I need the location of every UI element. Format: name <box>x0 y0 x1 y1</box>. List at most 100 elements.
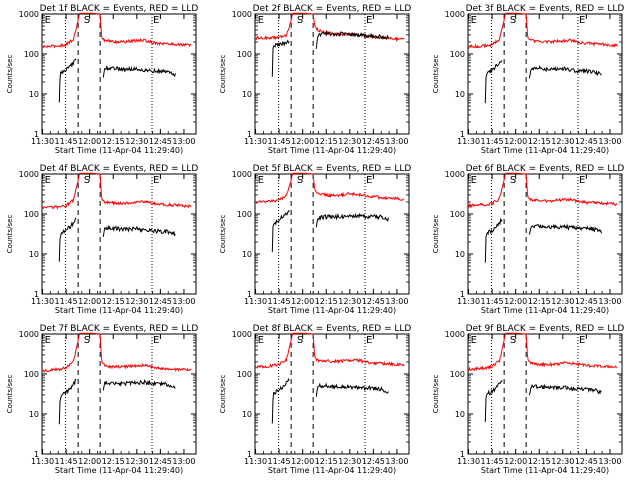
events-series-line <box>271 39 290 77</box>
y-tick-label: 1000 <box>232 330 252 339</box>
y-tick-label: 1000 <box>232 10 252 19</box>
y-tick-label: 100 <box>24 370 39 379</box>
x-tick-label: 12:30 <box>125 137 148 146</box>
x-tick-label: 11:45 <box>481 457 504 466</box>
events-series-line <box>315 30 389 49</box>
x-axis-label: Start Time (11-Apr-04 11:29:40) <box>55 146 183 155</box>
axis-frame <box>254 333 410 455</box>
y-tick-label: 100 <box>237 370 252 379</box>
x-tick-label: 11:30 <box>244 137 267 146</box>
panel-title: Det 8f BLACK = Events, RED = LLD <box>253 324 412 334</box>
marker-e: E <box>258 175 264 186</box>
y-tick-label: 1 <box>34 290 39 299</box>
x-tick-label: 12:00 <box>291 297 314 306</box>
events-series-line <box>58 58 77 103</box>
x-tick-label: 11:45 <box>55 297 78 306</box>
x-tick-label: 12:30 <box>125 457 148 466</box>
x-tick-label: 12:45 <box>362 297 385 306</box>
y-tick-label: 10 <box>242 90 252 99</box>
x-axis-label: Start Time (11-Apr-04 11:29:40) <box>481 466 609 475</box>
y-tick-label: 1 <box>460 130 465 139</box>
y-tick-label: 10 <box>242 410 252 419</box>
x-tick-label: 11:30 <box>31 457 54 466</box>
y-axis-label: Counts/sec <box>219 375 227 414</box>
plot-area <box>255 332 405 424</box>
y-axis-label: Counts/sec <box>432 55 440 94</box>
y-tick-label: 1 <box>247 130 252 139</box>
x-tick-label: 12:00 <box>291 137 314 146</box>
x-tick-label: 12:45 <box>575 137 598 146</box>
x-axis-label: Start Time (11-Apr-04 11:29:40) <box>268 306 396 315</box>
x-tick-label: 13:00 <box>172 457 195 466</box>
x-tick-label: 12:45 <box>149 457 172 466</box>
x-axis-label: Start Time (11-Apr-04 11:29:40) <box>481 306 609 315</box>
x-tick-label: 12:00 <box>78 137 101 146</box>
x-tick-label: 11:45 <box>55 137 78 146</box>
y-tick-label: 100 <box>450 210 465 219</box>
x-axis-label: Start Time (11-Apr-04 11:29:40) <box>268 466 396 475</box>
marker-e: E <box>153 335 159 346</box>
x-tick-label: 11:30 <box>457 137 480 146</box>
lld-series-line <box>255 332 405 369</box>
lld-series-line <box>42 12 192 49</box>
y-tick-label: 1 <box>34 450 39 459</box>
marker-s: S <box>297 335 303 346</box>
x-tick-label: 13:00 <box>385 137 408 146</box>
y-tick-label: 1 <box>247 450 252 459</box>
x-tick-label: 12:45 <box>575 457 598 466</box>
x-tick-label: 12:15 <box>528 457 551 466</box>
x-tick-label: 12:15 <box>315 297 338 306</box>
y-axis-label: Counts/sec <box>219 55 227 94</box>
axis-frame <box>467 333 623 455</box>
panel-9: Det 9f BLACK = Events, RED = LLD 1 10 100 10… <box>432 324 624 475</box>
axis-frame <box>254 13 410 135</box>
marker-e: E <box>471 175 477 186</box>
marker-e: E <box>579 15 585 26</box>
events-series-line <box>271 209 290 253</box>
x-tick-label: 12:15 <box>315 137 338 146</box>
y-tick-label: 10 <box>29 410 39 419</box>
panel-title: Det 1f BLACK = Events, RED = LLD <box>40 4 199 14</box>
marker-s: S <box>510 335 516 346</box>
x-axis-label: Start Time (11-Apr-04 11:29:40) <box>55 306 183 315</box>
lld-series-line <box>468 12 618 50</box>
x-tick-label: 12:00 <box>504 297 527 306</box>
x-tick-label: 11:30 <box>244 297 267 306</box>
y-tick-label: 100 <box>24 210 39 219</box>
x-tick-label: 12:45 <box>575 297 598 306</box>
x-tick-label: 12:30 <box>551 297 574 306</box>
x-tick-label: 12:45 <box>362 137 385 146</box>
marker-s: S <box>84 175 90 186</box>
panel-4: Det 4f BLACK = Events, RED = LLD 1 10 100 10… <box>6 164 198 315</box>
panel-7: Det 7f BLACK = Events, RED = LLD 1 10 100 10… <box>6 324 198 475</box>
x-tick-label: 11:30 <box>31 297 54 306</box>
x-tick-label: 12:45 <box>362 457 385 466</box>
y-tick-label: 1 <box>460 290 465 299</box>
y-tick-label: 10 <box>29 250 39 259</box>
x-tick-label: 12:00 <box>504 457 527 466</box>
x-tick-label: 12:00 <box>504 137 527 146</box>
x-tick-label: 12:15 <box>102 297 125 306</box>
x-tick-label: 12:30 <box>125 297 148 306</box>
y-tick-label: 10 <box>455 410 465 419</box>
x-tick-label: 11:45 <box>481 297 504 306</box>
y-tick-label: 1 <box>34 130 39 139</box>
events-series-line <box>102 65 176 78</box>
axis-frame <box>467 13 623 135</box>
lld-series-line <box>42 172 192 210</box>
plot-area <box>42 12 192 103</box>
panel-title: Det 3f BLACK = Events, RED = LLD <box>466 4 625 14</box>
events-series-line <box>528 223 602 235</box>
y-tick-label: 1000 <box>445 10 465 19</box>
marker-e: E <box>471 15 477 26</box>
marker-e: E <box>471 335 477 346</box>
x-tick-label: 13:00 <box>598 297 621 306</box>
y-tick-label: 100 <box>450 50 465 59</box>
panel-title: Det 4f BLACK = Events, RED = LLD <box>40 164 199 174</box>
panel-6: Det 6f BLACK = Events, RED = LLD 1 10 100 10… <box>432 164 624 315</box>
panel-title: Det 9f BLACK = Events, RED = LLD <box>466 324 625 334</box>
events-series-line <box>528 64 602 79</box>
axis-frame <box>254 173 410 295</box>
y-tick-label: 100 <box>237 50 252 59</box>
marker-e: E <box>153 15 159 26</box>
